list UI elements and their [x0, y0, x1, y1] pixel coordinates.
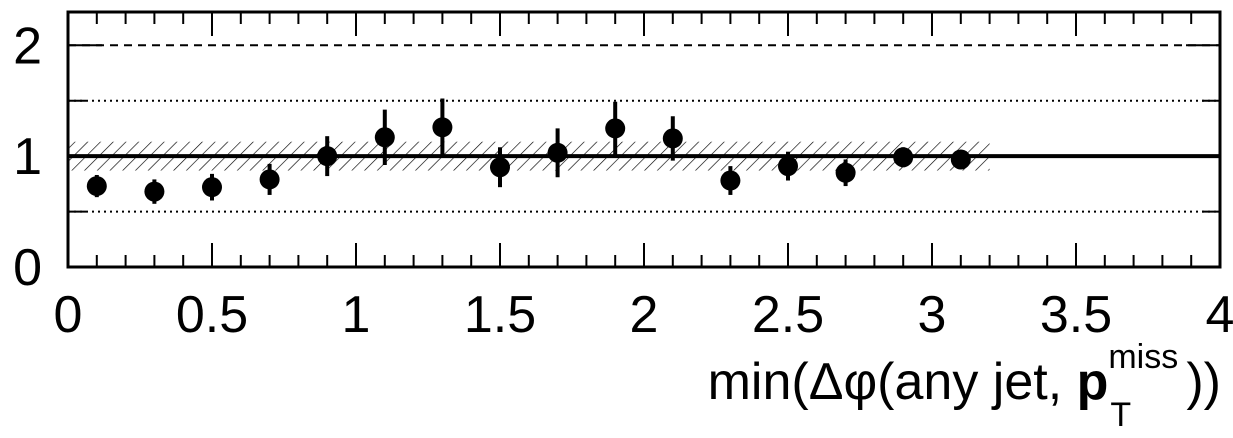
x-tick-label-4: 2 [630, 286, 659, 344]
plot-frame [66, 10, 1222, 269]
y-tick-label-2: 2 [13, 17, 42, 75]
data-point-0 [86, 176, 107, 197]
x-axis-label-sup: miss [1108, 338, 1179, 376]
x-axis-label-bold: p [1076, 353, 1109, 411]
x-tick-label-6: 3 [918, 286, 947, 344]
x-axis-label-prefix: min(Δφ(any jet, [707, 353, 1077, 411]
x-tick-label-8: 4 [1206, 286, 1233, 344]
data-point-6 [432, 117, 453, 138]
x-tick-label-1: 0.5 [176, 286, 248, 344]
x-tick-label-5: 2.5 [752, 286, 824, 344]
data-point-1 [144, 181, 165, 202]
x-tick-label-2: 1 [342, 286, 371, 344]
y-tick-label-0: 0 [13, 239, 42, 297]
data-point-9 [605, 118, 626, 139]
data-point-7 [490, 157, 510, 178]
data-point-2 [202, 177, 222, 198]
data-point-5 [374, 127, 395, 148]
x-tick-label-0: 0 [54, 286, 83, 344]
data-point-4 [317, 146, 338, 167]
data-point-15 [950, 149, 971, 170]
data-point-12 [778, 156, 798, 177]
data-point-11 [720, 170, 741, 191]
x-axis-label: min(Δφ(any jet, p miss T)) [707, 338, 1221, 434]
data-point-14 [893, 147, 914, 168]
data-point-3 [259, 169, 280, 190]
data-point-10 [662, 128, 683, 149]
x-axis-label-suffix: )) [1186, 353, 1221, 411]
x-axis-label-sub: T [1110, 396, 1132, 434]
data-point-13 [835, 162, 856, 183]
data-point-8 [547, 142, 568, 163]
x-tick-label-3: 1.5 [464, 286, 536, 344]
x-tick-label-7: 3.5 [1040, 286, 1112, 344]
y-tick-label-1: 1 [13, 128, 42, 186]
